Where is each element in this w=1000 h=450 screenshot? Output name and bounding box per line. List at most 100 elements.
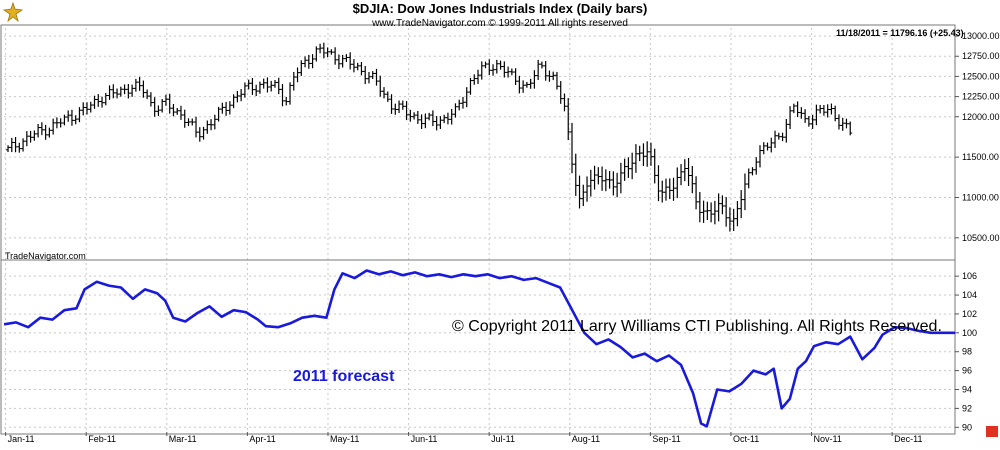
price-bar <box>212 114 217 130</box>
chart-subtitle: www.TradeNavigator.com © 1999-2011 All r… <box>372 18 628 29</box>
price-bar <box>13 137 18 153</box>
price-bar <box>389 94 394 114</box>
price-bar <box>727 207 732 232</box>
price-bar <box>190 118 195 126</box>
price-bar <box>468 77 473 95</box>
price-bar <box>825 104 830 118</box>
price-bar <box>836 114 841 130</box>
price-bar <box>21 138 26 152</box>
forecast-tick-label: 102 <box>962 309 977 319</box>
price-bar <box>694 176 699 210</box>
price-bar <box>299 60 304 76</box>
price-tick-label: 11000.00 <box>962 192 999 202</box>
price-bar <box>679 164 684 186</box>
price-bar <box>844 118 849 129</box>
price-bar <box>269 80 274 92</box>
price-bar <box>239 89 244 102</box>
price-tick-label: 12250.00 <box>962 92 1000 102</box>
price-bar <box>306 54 311 69</box>
price-tick-label: 12000.00 <box>962 112 1000 122</box>
price-bar <box>449 108 454 125</box>
price-bar <box>539 61 544 69</box>
date-tick-label: Sep-11 <box>652 434 680 444</box>
price-bar <box>494 59 499 74</box>
price-bar <box>551 71 556 81</box>
price-bar <box>652 148 657 184</box>
price-bar <box>171 103 176 117</box>
price-bar <box>445 112 450 125</box>
price-bar <box>126 83 131 99</box>
price-bar <box>17 142 22 153</box>
chart-frame <box>0 24 956 435</box>
price-tick-label: 12500.00 <box>962 71 1000 81</box>
price-bar <box>483 61 488 69</box>
price-bar <box>742 173 747 211</box>
price-bar <box>333 47 338 65</box>
price-bar <box>712 200 717 225</box>
price-bar <box>227 101 232 115</box>
price-bar <box>592 165 597 190</box>
price-bar <box>773 130 778 148</box>
price-bar <box>325 47 330 58</box>
price-bar <box>194 116 199 138</box>
price-bar <box>400 100 405 110</box>
price-bar <box>288 82 293 105</box>
price-bar <box>581 184 586 207</box>
price-bar <box>84 102 89 115</box>
date-tick-label: Jan-11 <box>8 434 35 444</box>
price-bar <box>329 49 334 55</box>
price-bar <box>107 85 112 100</box>
price-bar <box>385 91 390 102</box>
price-bar <box>682 159 687 182</box>
price-bar <box>814 104 819 126</box>
price-bar <box>788 106 793 130</box>
price-bar <box>803 109 808 123</box>
price-bar <box>58 118 63 128</box>
price-bar <box>709 202 714 223</box>
chart-title: $DJIA: Dow Jones Industrials Index (Dail… <box>352 1 648 16</box>
price-bar <box>348 52 353 70</box>
price-bar <box>536 59 541 80</box>
price-bar <box>359 61 364 76</box>
price-bar <box>656 165 661 202</box>
price-bar <box>69 109 74 126</box>
price-bar <box>284 96 289 106</box>
price-bar <box>769 137 774 153</box>
price-bar <box>498 60 503 70</box>
price-bar <box>840 117 845 131</box>
price-bar <box>667 178 672 200</box>
price-bar <box>423 113 428 129</box>
price-bar <box>36 123 41 138</box>
price-bar <box>280 83 285 107</box>
price-bar <box>663 178 668 201</box>
forecast-tick-label: 98 <box>962 347 972 357</box>
price-bar <box>430 110 435 127</box>
scroll-right-handle[interactable] <box>986 426 998 437</box>
price-bar <box>344 54 349 62</box>
price-bar <box>209 119 214 131</box>
price-bar <box>118 86 123 97</box>
price-bar <box>408 109 413 122</box>
price-bar <box>186 118 191 127</box>
price-bar <box>351 59 356 73</box>
price-bar <box>178 105 183 120</box>
price-bar <box>73 115 78 125</box>
date-tick-label: Apr-11 <box>249 434 275 444</box>
price-bar <box>577 175 582 209</box>
date-tick-label: Jul-11 <box>491 434 515 444</box>
price-bar <box>415 111 420 124</box>
price-bar <box>761 142 766 155</box>
price-bar <box>799 107 804 119</box>
forecast-tick-label: 92 <box>962 403 972 413</box>
price-bar <box>340 54 345 68</box>
forecast-series <box>3 269 955 428</box>
price-bar <box>303 56 308 68</box>
price-bar <box>600 166 605 191</box>
price-bar <box>637 145 642 162</box>
price-bar <box>265 77 270 93</box>
price-bar <box>791 103 796 114</box>
price-bar <box>182 109 187 128</box>
price-bar <box>517 75 522 94</box>
price-bar <box>291 71 296 91</box>
price-bar <box>246 79 251 90</box>
